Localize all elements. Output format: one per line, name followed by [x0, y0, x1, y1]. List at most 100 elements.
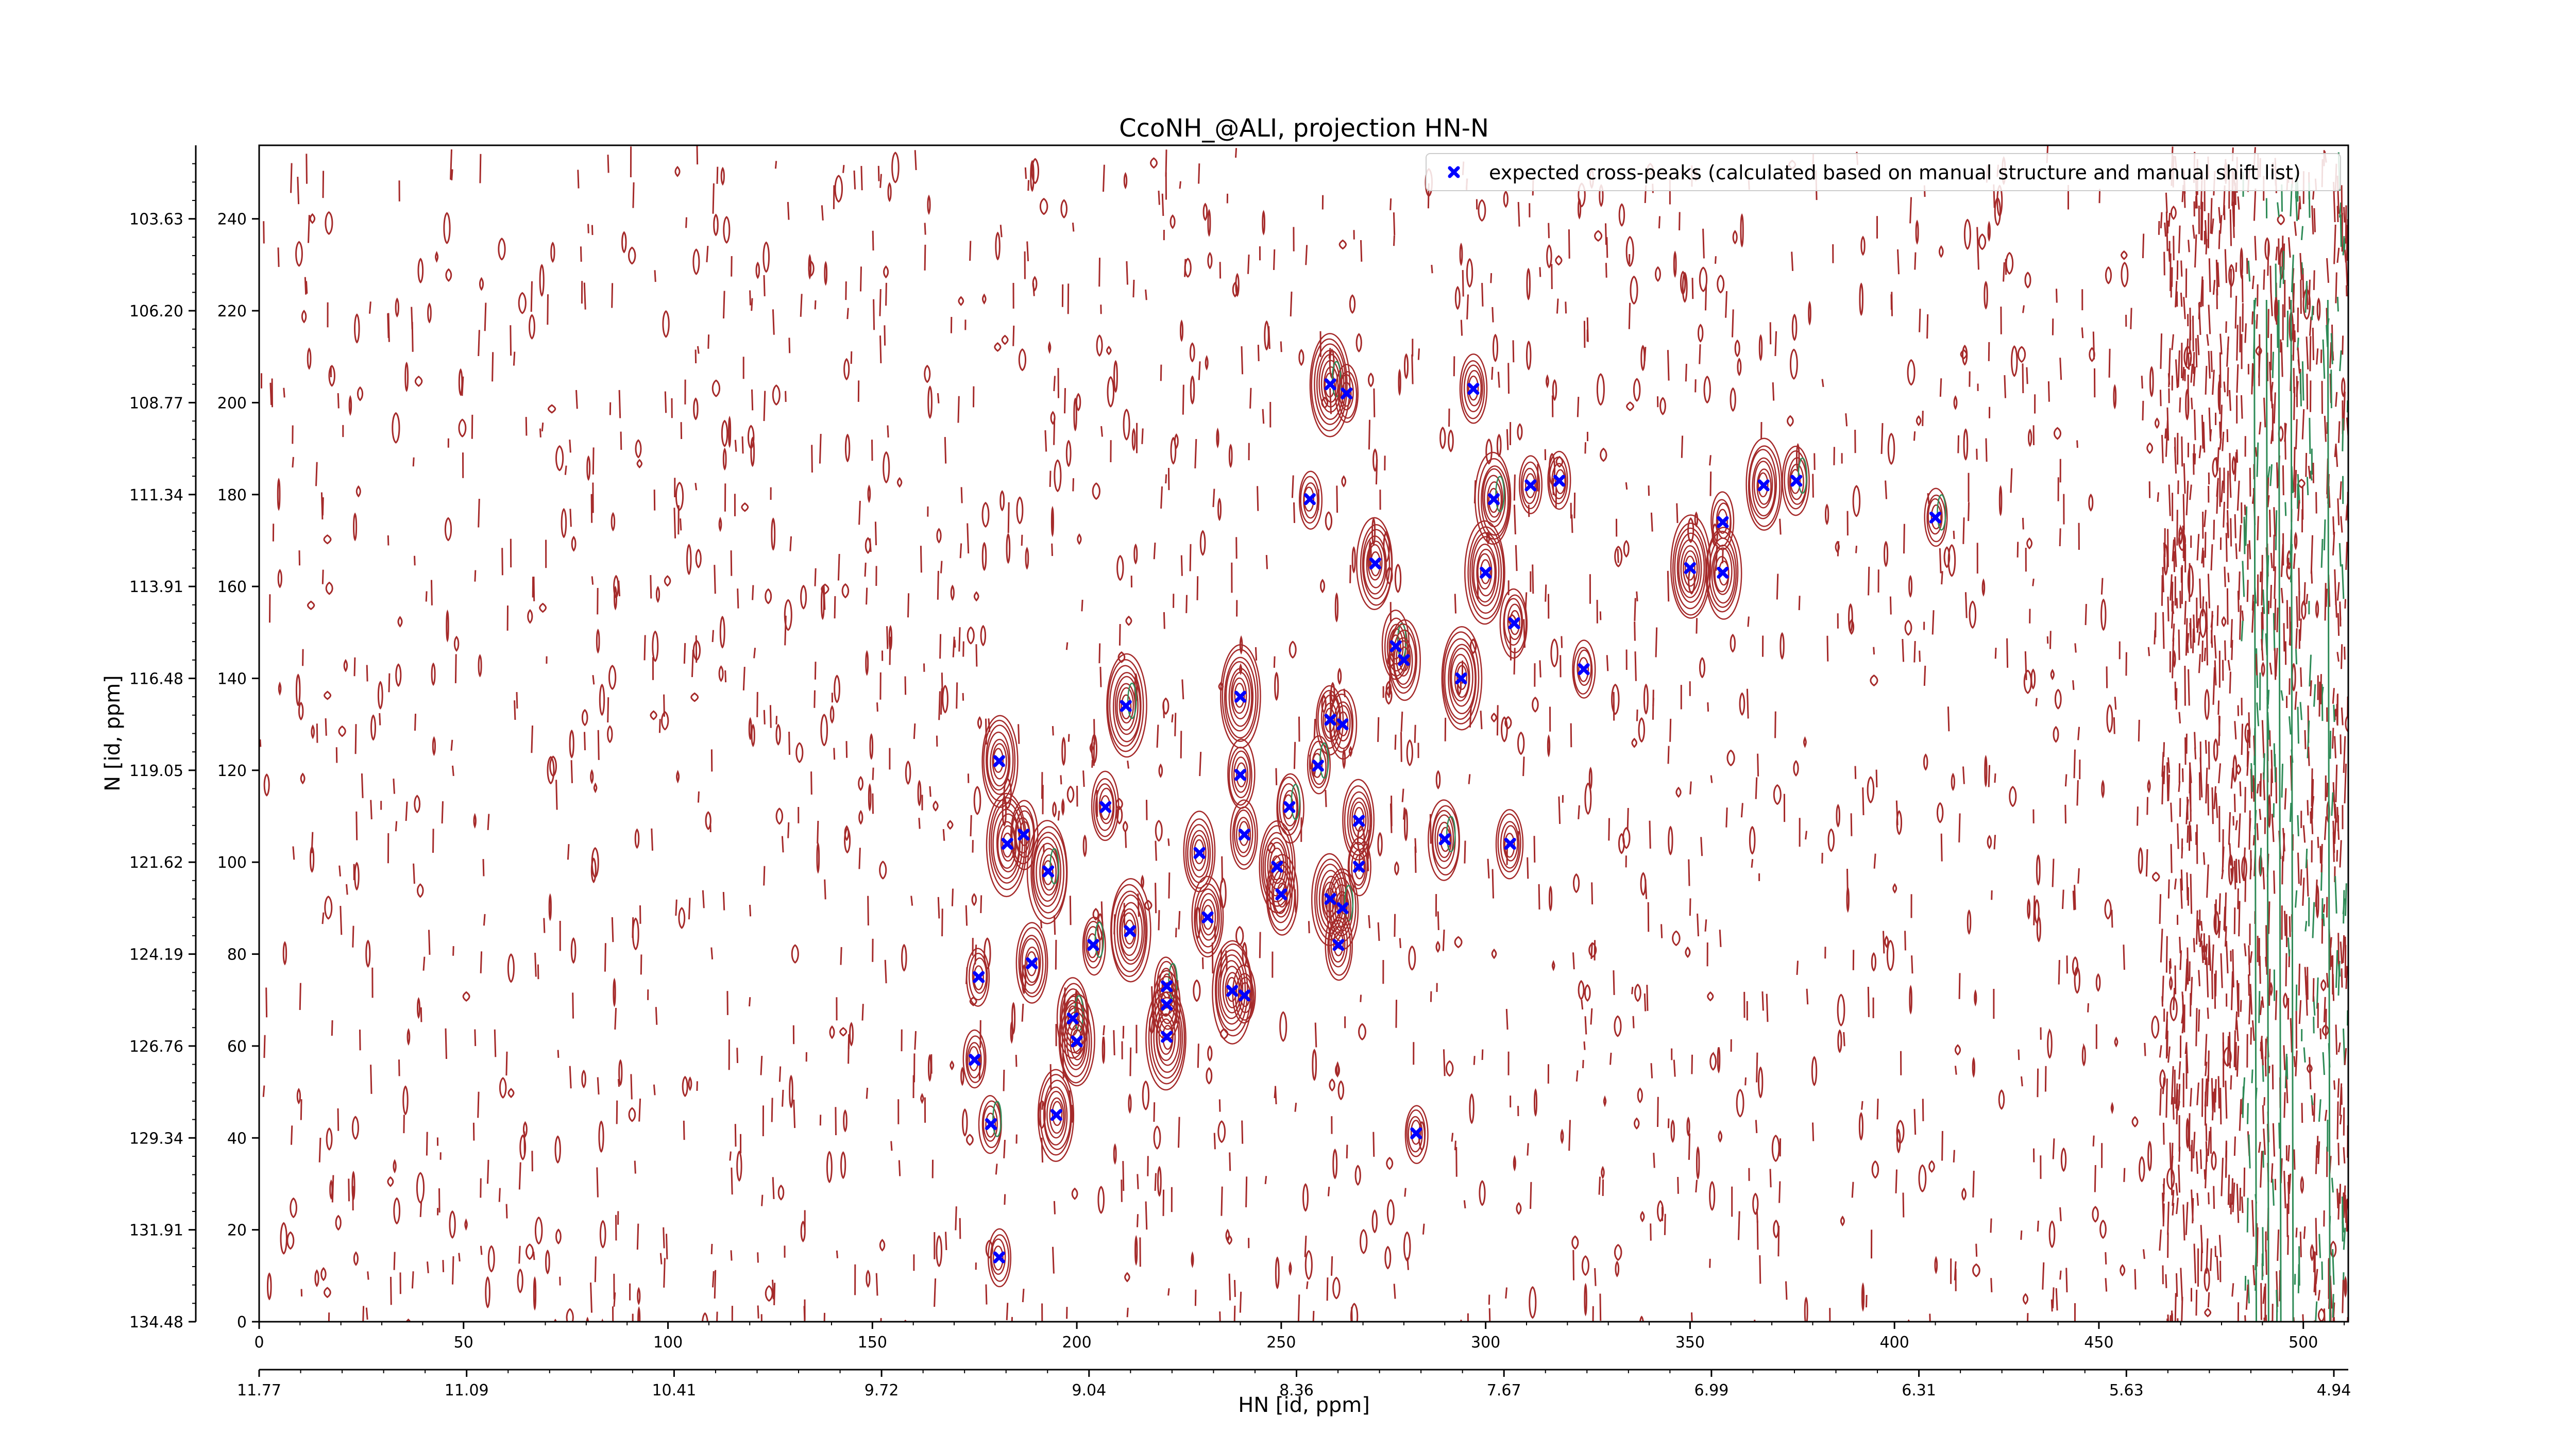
noise-contour — [1749, 825, 1756, 855]
noise-contour — [2334, 736, 2336, 759]
edge-contour — [2190, 1088, 2192, 1107]
noise-contour — [1940, 833, 1943, 862]
noise-contour — [1466, 258, 1473, 288]
noise-contour — [736, 1048, 738, 1064]
noise-contour — [351, 1116, 359, 1140]
peak-contour-ring — [1043, 1080, 1072, 1150]
edge-contour — [2176, 1198, 2179, 1215]
edge-contour — [2259, 1000, 2263, 1015]
noise-contour — [2294, 531, 2298, 550]
noise-contour — [1685, 946, 1691, 958]
noise-contour — [1144, 900, 1153, 911]
peak-contour-ring — [1678, 539, 1702, 598]
edge-contour — [2294, 221, 2297, 236]
noise-contour — [618, 1059, 623, 1086]
edge-contour — [2209, 429, 2212, 440]
edge-contour — [2189, 622, 2192, 649]
noise-contour — [1082, 770, 1085, 787]
edge-contour — [2301, 361, 2304, 401]
peak-contour-ring — [1449, 648, 1473, 707]
y-index-tick-label: 120 — [217, 762, 247, 780]
noise-contour — [311, 832, 314, 853]
cross-peak-marker — [973, 971, 985, 983]
noise-contour — [1113, 360, 1118, 393]
noise-contour — [1673, 250, 1677, 278]
edge-contour — [2345, 883, 2347, 916]
noise-contour — [1402, 807, 1405, 820]
edge-contour — [2212, 369, 2215, 395]
edge-contour — [2295, 1050, 2298, 1076]
y-index-tick-label: 180 — [217, 486, 247, 504]
peak-contour-ring — [1927, 498, 1943, 535]
peak-contour-ring — [989, 797, 1026, 890]
noise-contour — [1366, 847, 1369, 871]
noise-contour — [2301, 600, 2307, 620]
noise-contour — [570, 937, 577, 964]
noise-contour — [2059, 1207, 2062, 1221]
noise-contour — [1513, 1155, 1516, 1172]
noise-contour — [697, 791, 700, 803]
edge-contour — [2233, 861, 2236, 890]
edge-contour — [2198, 654, 2201, 673]
noise-contour — [478, 330, 480, 357]
noise-contour — [1755, 777, 1758, 799]
noise-contour — [1274, 1088, 1277, 1099]
noise-contour — [869, 733, 874, 760]
edge-contour — [2237, 591, 2240, 612]
noise-contour — [529, 314, 535, 340]
peak-contour-ring — [1351, 801, 1367, 838]
noise-contour — [1826, 635, 1829, 662]
noise-contour — [1168, 872, 1171, 899]
y-ppm-tick-label: 131.91 — [129, 1222, 183, 1240]
cross-peak-marker — [1455, 672, 1467, 684]
edge-contour — [2200, 1225, 2204, 1253]
noise-contour — [865, 650, 869, 676]
edge-contour — [2172, 539, 2175, 562]
edge-contour — [2248, 540, 2251, 560]
noise-contour — [674, 165, 681, 177]
edge-contour — [2345, 966, 2348, 989]
edge-contour — [2311, 306, 2314, 321]
noise-contour — [1614, 1015, 1622, 1037]
noise-contour — [1509, 634, 1512, 661]
peak-contour-ring — [1335, 705, 1351, 742]
edge-contour — [2336, 651, 2340, 662]
peak-contour-ring — [1488, 487, 1499, 513]
edge-contour — [2251, 363, 2253, 395]
noise-contour — [2048, 1220, 2056, 1249]
noise-contour — [1837, 993, 1845, 1026]
edge-contour — [2169, 1142, 2172, 1169]
noise-contour — [1902, 1192, 1905, 1218]
noise-contour — [1851, 1182, 1854, 1198]
peak-contour-ring — [1408, 1116, 1423, 1153]
edge-contour — [2239, 1188, 2242, 1211]
noise-contour — [724, 670, 727, 683]
noise-contour — [829, 1025, 835, 1039]
noise-contour — [2326, 782, 2329, 797]
noise-contour — [1572, 1250, 1574, 1280]
noise-contour — [2062, 889, 2064, 909]
noise-contour — [1939, 378, 1942, 397]
noise-contour — [1141, 428, 1144, 444]
noise-contour — [1198, 361, 1201, 380]
peak-contour-ring — [1298, 470, 1323, 530]
edge-contour — [2168, 348, 2171, 387]
noise-contour — [1435, 770, 1441, 790]
noise-contour — [844, 433, 851, 463]
peak-contour-ring — [983, 719, 1016, 802]
noise-contour — [1913, 641, 1916, 663]
noise-contour — [419, 1201, 422, 1217]
edge-contour — [2309, 336, 2312, 372]
peak-contour-ring — [1757, 472, 1769, 498]
edge-contour — [2332, 1249, 2335, 1285]
peak-contour-ring — [1348, 841, 1368, 889]
noise-contour — [1885, 480, 1887, 499]
noise-contour — [1044, 430, 1047, 452]
noise-contour — [1001, 334, 1009, 345]
noise-contour — [1065, 440, 1072, 467]
edge-contour — [2330, 333, 2333, 364]
edge-contour — [2267, 466, 2271, 478]
noise-contour — [1972, 1171, 1975, 1198]
noise-contour — [1867, 986, 1870, 1017]
noise-contour — [696, 146, 699, 165]
